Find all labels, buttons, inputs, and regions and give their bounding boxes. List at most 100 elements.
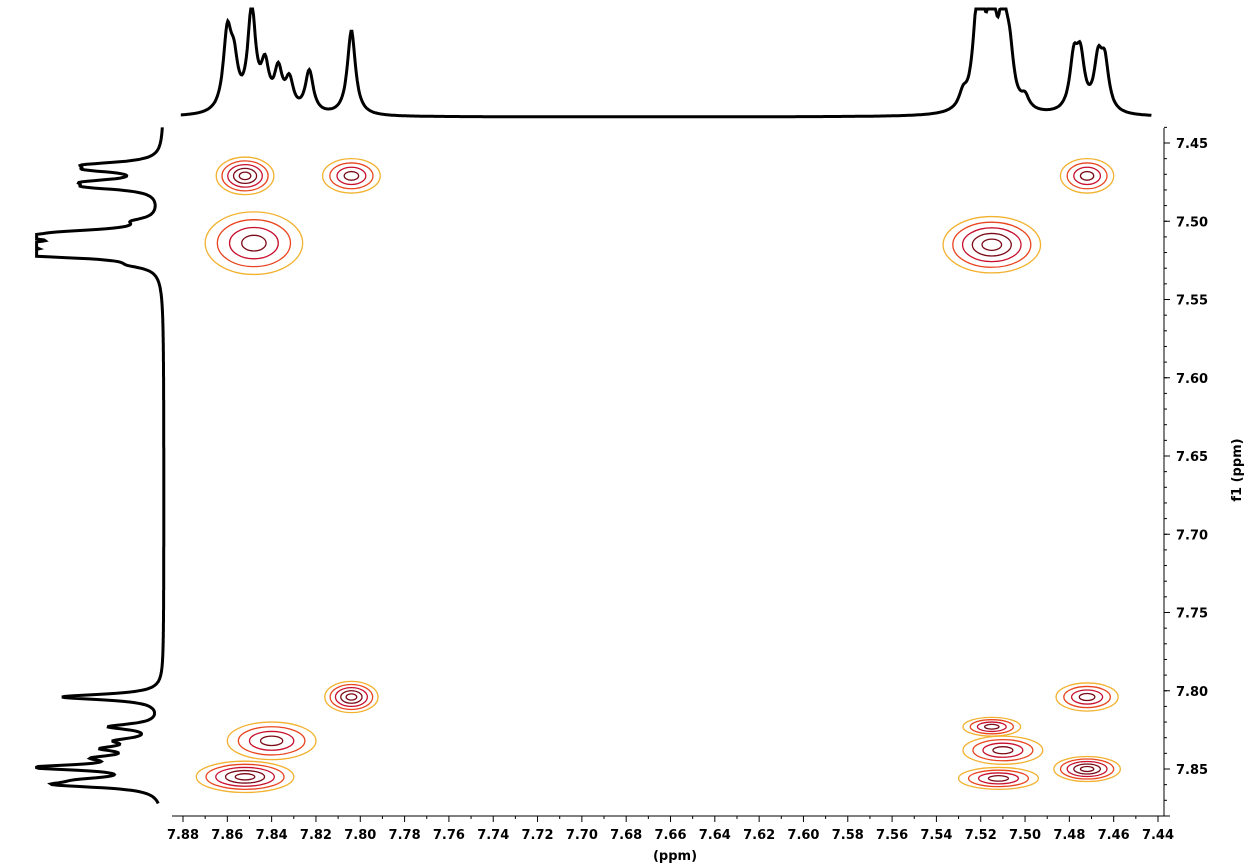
- contour-level: [1063, 685, 1112, 709]
- x-tick-label: 7.66: [654, 828, 686, 843]
- contour-level: [977, 772, 1020, 785]
- contour-level: [232, 167, 258, 185]
- cross-peak: [1055, 682, 1119, 712]
- x-tick-label: 7.46: [1098, 828, 1130, 843]
- contour-level: [1073, 763, 1102, 775]
- cross-peak: [195, 760, 295, 794]
- contour-level: [976, 721, 1007, 733]
- contour-level: [992, 746, 1014, 755]
- contour-level: [1079, 170, 1095, 181]
- contour-level: [329, 683, 374, 711]
- x-tick-label: 7.74: [477, 828, 509, 843]
- y-axis-title: f1 (ppm): [1230, 438, 1245, 501]
- x-tick-label: 7.80: [344, 828, 376, 843]
- contour-level: [1073, 166, 1102, 186]
- contour-level: [234, 773, 256, 781]
- contour-level: [227, 163, 263, 188]
- x-tick-label: 7.44: [1142, 828, 1174, 843]
- contour-level: [1059, 158, 1115, 194]
- cross-peak: [204, 211, 304, 276]
- y-tick-label: 7.75: [1176, 607, 1208, 622]
- contour-level: [343, 170, 360, 181]
- x-tick-label: 7.62: [743, 828, 775, 843]
- x-tick-label: 7.88: [167, 828, 199, 843]
- contour-level: [237, 726, 306, 756]
- cross-peak: [1059, 158, 1115, 194]
- y-tick-label: 7.55: [1176, 294, 1208, 309]
- contour-level: [1066, 760, 1108, 778]
- y-tick-label: 7.60: [1176, 372, 1208, 387]
- contour-level: [228, 226, 279, 260]
- cross-peak: [962, 716, 1022, 737]
- contour-level: [1066, 162, 1108, 190]
- contour-level: [205, 763, 285, 790]
- contour-level: [957, 766, 1039, 790]
- contour-level: [969, 719, 1015, 735]
- x-tick-label: 7.54: [920, 828, 952, 843]
- x-axis: 7.88 7.86 7.84 7.82 7.80 7.78 7.76 7.74 7.72 7.70…: [167, 815, 1174, 843]
- contour-level: [967, 769, 1030, 788]
- x-tick-label: 7.50: [1009, 828, 1041, 843]
- contour-level: [1070, 689, 1104, 705]
- contour-level: [952, 221, 1032, 268]
- contour-level: [1059, 758, 1115, 780]
- x-tick-label: 7.58: [832, 828, 864, 843]
- contour-level: [962, 735, 1044, 765]
- x-tick-label: 7.84: [256, 828, 288, 843]
- cross-peak: [942, 215, 1042, 274]
- top-projection-spectrum: [180, 7, 1152, 119]
- contour-level: [942, 215, 1042, 274]
- contour-level: [1078, 692, 1096, 702]
- contour-layer: [195, 156, 1121, 794]
- contour-level: [334, 686, 369, 708]
- contour-level: [226, 721, 317, 761]
- x-tick-label: 7.52: [965, 828, 997, 843]
- x-tick-label: 7.48: [1053, 828, 1085, 843]
- x-tick-label: 7.64: [699, 828, 731, 843]
- contour-level: [982, 742, 1024, 758]
- contour-level: [224, 769, 266, 784]
- x-tick-label: 7.76: [433, 828, 465, 843]
- contour-level: [972, 739, 1034, 762]
- contour-level: [248, 730, 295, 751]
- contour-level: [215, 156, 275, 196]
- contour-level: [961, 227, 1022, 263]
- x-axis-title: (ppm): [653, 849, 697, 864]
- cross-peak: [962, 735, 1044, 765]
- contour-level: [215, 766, 275, 787]
- contour-level: [971, 232, 1012, 257]
- y-tick-label: 7.70: [1176, 528, 1208, 543]
- contour-level: [241, 234, 267, 252]
- x-tick-label: 7.82: [300, 828, 332, 843]
- contour-level: [321, 158, 381, 194]
- contour-level: [336, 166, 367, 186]
- y-tick-label: 7.65: [1176, 450, 1208, 465]
- contour-level: [987, 775, 1010, 782]
- left-projection-spectrum: [35, 127, 166, 805]
- y-tick-label: 7.45: [1176, 137, 1208, 152]
- contour-level: [238, 171, 252, 181]
- contour-level: [983, 723, 1000, 730]
- contour-level: [329, 162, 374, 190]
- x-tick-label: 7.86: [211, 828, 243, 843]
- cross-peak: [957, 766, 1039, 790]
- contour-level: [340, 690, 363, 704]
- x-tick-label: 7.56: [876, 828, 908, 843]
- contour-level: [216, 219, 292, 268]
- contour-level: [204, 211, 304, 276]
- x-tick-label: 7.60: [787, 828, 819, 843]
- contour-level: [981, 238, 1003, 252]
- x-tick-label: 7.78: [389, 828, 421, 843]
- y-axis: 7.45 7.50 7.55 7.60 7.65 7.70 7.75 7.80 7.85: [1163, 126, 1208, 816]
- cross-peak: [321, 158, 381, 194]
- contour-level: [259, 735, 284, 747]
- contour-level: [1055, 682, 1119, 712]
- cross-peak: [215, 156, 275, 196]
- cross-peak: [1053, 755, 1121, 783]
- y-tick-label: 7.85: [1176, 763, 1208, 778]
- x-tick-label: 7.72: [522, 828, 554, 843]
- contour-level: [324, 680, 379, 714]
- y-tick-label: 7.80: [1176, 685, 1208, 700]
- cross-peak: [226, 721, 317, 761]
